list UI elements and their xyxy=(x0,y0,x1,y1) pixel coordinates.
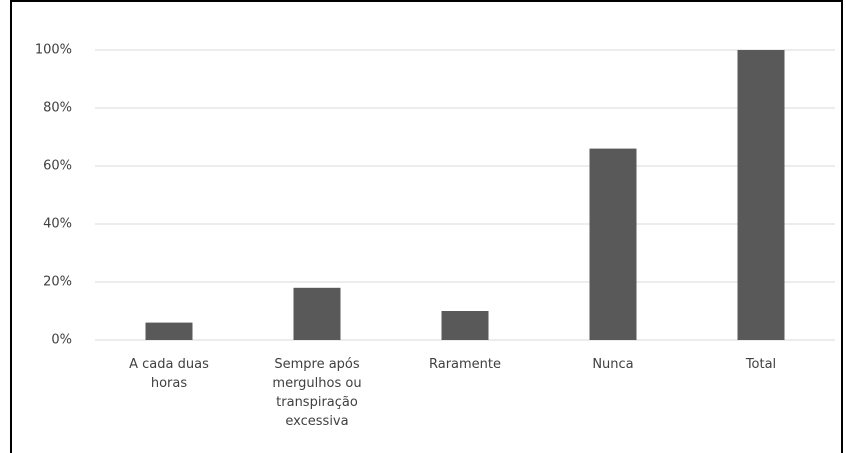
bar xyxy=(145,322,193,340)
bar xyxy=(293,287,341,340)
y-tick-label: 100% xyxy=(35,43,72,58)
bar xyxy=(589,148,637,340)
x-tick-label: Raramente xyxy=(428,357,502,372)
y-tick-label: 80% xyxy=(43,101,72,116)
y-tick-label: 40% xyxy=(43,217,72,232)
x-tick-label: A cada duas horas xyxy=(129,357,209,391)
y-tick-label: 20% xyxy=(43,275,72,290)
bar xyxy=(737,50,785,340)
chart-border xyxy=(10,0,843,453)
y-tick-label: 60% xyxy=(43,159,72,174)
x-tick-label: Nunca xyxy=(592,357,634,372)
y-tick-label: 0% xyxy=(51,333,72,348)
bar xyxy=(441,311,489,340)
x-tick-label: Sempre após mergulhos ou transpiração ex… xyxy=(272,357,362,429)
x-tick-label: Total xyxy=(745,357,777,372)
